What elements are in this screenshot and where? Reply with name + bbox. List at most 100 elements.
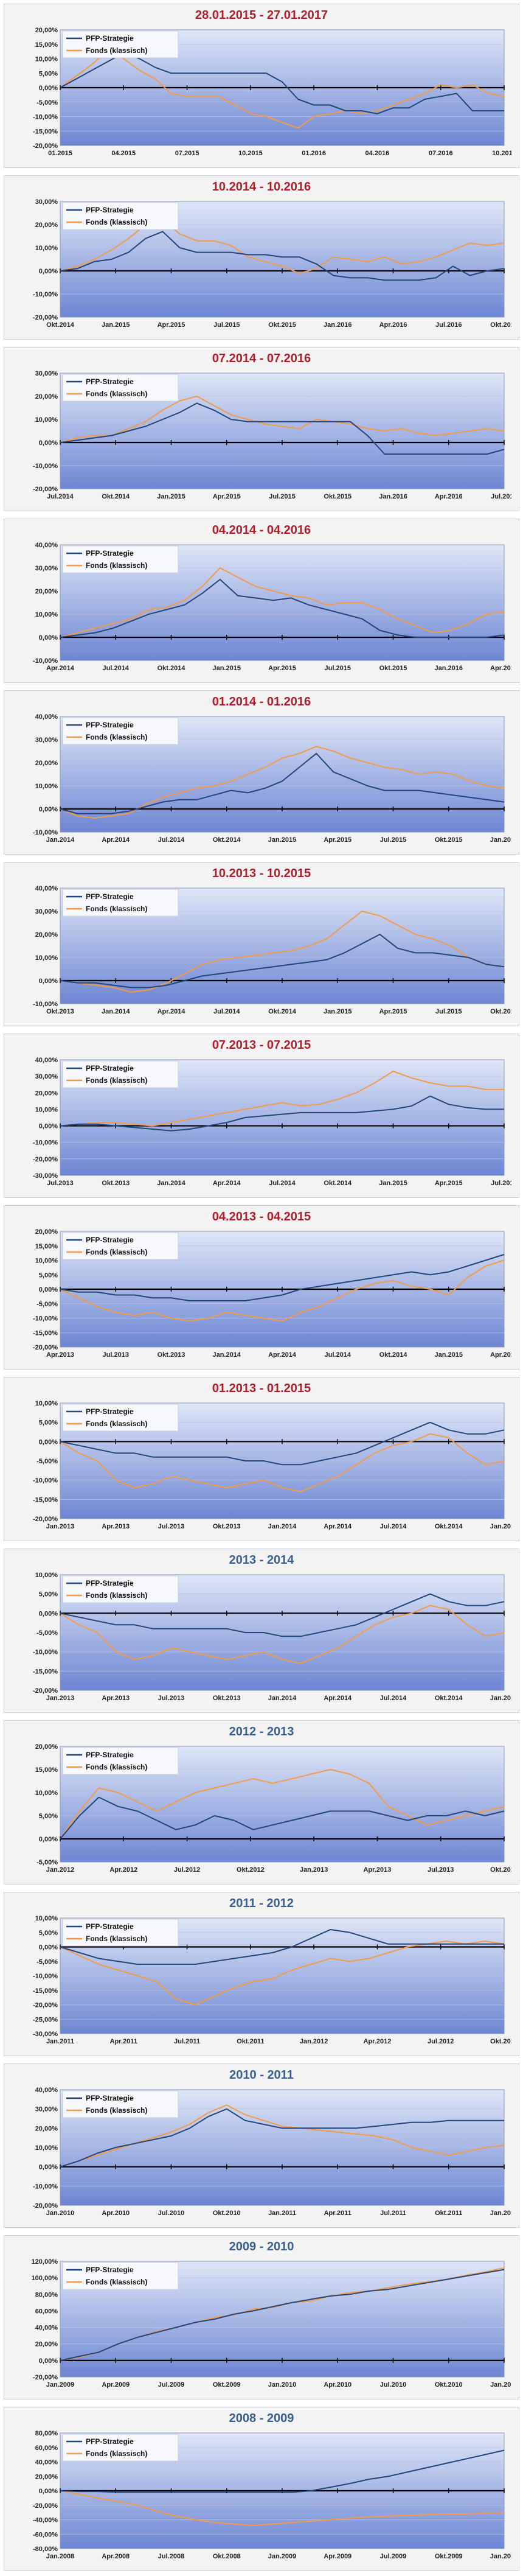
series-line-fonds-klassisch [60, 1769, 505, 1839]
legend-label: Fonds (klassisch) [86, 46, 147, 55]
y-tick-label: 20,00% [35, 931, 58, 939]
x-tick-label: Jul.2014 [47, 493, 74, 500]
chart-panel: 07.2014 - 07.2016 30,00% 20,00% 10,00% 0,00%… [4, 347, 519, 511]
chart-panel: 01.2014 - 01.2016 40,00% 30,00% 20,00% 10,00… [4, 690, 519, 855]
chart-panel: 28.01.2015 - 27.01.2017 20,00% 15,00% 10,00… [4, 4, 519, 168]
legend-label: Fonds (klassisch) [86, 561, 147, 570]
y-tick-label: -20,00% [33, 142, 58, 150]
x-tick-label: Okt.2014 [102, 493, 130, 500]
x-tick-label: Apr.2015 [324, 836, 352, 844]
x-tick-label: Okt.2013 [490, 1866, 511, 1874]
x-tick-label: 10.2015 [238, 150, 263, 157]
y-tick-label: 20,00% [35, 588, 58, 595]
series-line-pfp-strategie [60, 1254, 505, 1301]
legend-label: PFP-Strategie [86, 2266, 134, 2274]
y-tick-label: 0,00% [39, 2488, 58, 2495]
x-tick-label: Jul.2013 [158, 1695, 184, 1702]
x-tick-label: 01.2015 [48, 150, 72, 157]
x-tick-label: Okt.2012 [237, 1866, 265, 1874]
legend-box [62, 202, 179, 230]
series-line-pfp-strategie [60, 1095, 504, 1132]
x-tick-label: Jul.2014 [380, 1695, 407, 1702]
legend-label: Fonds (klassisch) [86, 2278, 147, 2286]
series-line-pfp-strategie [60, 1796, 505, 1839]
y-tick-label: 15,00% [35, 1766, 58, 1774]
legend: PFP-Strategie Fonds (klassisch) [62, 374, 179, 402]
y-tick-label: 30,00% [35, 737, 58, 744]
x-tick-label: Jul.2009 [380, 2553, 406, 2560]
x-tick-label: Jan.2013 [46, 1695, 74, 1702]
x-tick-label: Okt.2009 [213, 2381, 241, 2389]
x-tick-label: Jan.2016 [379, 493, 407, 500]
y-tick-label: 10,00% [35, 1790, 58, 1797]
x-tick-label: Okt.2014 [268, 1008, 297, 1015]
y-tick-label: -30,00% [33, 2031, 58, 2038]
x-tick-label: Apr.2010 [102, 2210, 130, 2217]
line-chart: 40,00%30,00%20,00%10,00%0,00%-10,00%Jan.… [33, 713, 511, 844]
legend-box [62, 717, 179, 745]
x-tick-label: Okt.2014 [379, 1351, 408, 1359]
legend-label: PFP-Strategie [86, 2094, 134, 2102]
x-tick-label: Okt.2013 [213, 1695, 241, 1702]
x-tick-label: Jul.2012 [174, 1866, 200, 1874]
legend-label: Fonds (klassisch) [86, 1076, 147, 1085]
y-tick-label: 5,00% [39, 70, 58, 77]
legend-label: PFP-Strategie [86, 2437, 134, 2446]
y-tick-label: 40,00% [35, 542, 58, 549]
x-tick-label: Okt.2010 [213, 2210, 241, 2217]
series-line-fonds-klassisch [60, 1433, 505, 1493]
y-tick-label: -20,00% [33, 1344, 58, 1351]
chart-panel: 2011 - 2012 10,00% 5,00% 0,00% -5,00% -10,00%… [4, 1892, 519, 2056]
x-tick-label: Apr.2015 [158, 321, 185, 329]
legend-label: PFP-Strategie [86, 34, 134, 43]
legend-label: PFP-Strategie [86, 1407, 134, 1416]
x-tick-label: Jan.2011 [268, 2210, 296, 2217]
y-tick-label: -10,00% [33, 463, 58, 470]
legend-box [62, 2090, 179, 2118]
chart-title: 04.2014 - 04.2016 [212, 523, 311, 537]
y-tick-label: -5,00% [36, 1629, 58, 1637]
y-tick-label: 10,00% [35, 1915, 58, 1922]
x-tick-label: Okt.2008 [213, 2553, 241, 2560]
x-tick-label: Okt.2012 [490, 2038, 511, 2045]
legend: PFP-Strategie Fonds (klassisch) [62, 1060, 179, 1088]
x-tick-label: Jul.2014 [158, 836, 185, 844]
y-tick-label: 5,00% [39, 1591, 58, 1598]
chart-panel: 2009 - 2010 120,00% 100,00% 80,00% 60,00% 40,… [4, 2235, 519, 2399]
x-tick-label: Jan.2015 [102, 321, 130, 329]
chart-panel: 04.2013 - 04.2015 20,00% 15,00% 10,00% 5,00%… [4, 1205, 519, 1370]
x-tick-label: Jan.2015 [213, 665, 241, 672]
x-tick-label: Jan.2014 [102, 1008, 130, 1015]
x-tick-label: Okt.2015 [324, 493, 352, 500]
legend-label: PFP-Strategie [86, 206, 134, 214]
x-tick-label: Jan.2008 [46, 2553, 74, 2560]
y-tick-label: 10,00% [35, 954, 58, 962]
y-tick-label: 15,00% [35, 41, 58, 49]
x-tick-label: Apr.2013 [46, 1351, 74, 1359]
x-tick-label: Jul.2016 [491, 493, 511, 500]
legend-box [62, 1919, 179, 1947]
y-tick-label: 40,00% [35, 713, 58, 721]
y-tick-label: 0,00% [39, 1836, 58, 1843]
line-chart: 40,00% 30,00% 20,00% 10,00% 0,00% -10,00% -20,… [33, 1057, 511, 1187]
chart-panel: 2010 - 2011 40,00% 30,00% 20,00% 10,00% 0,00%… [4, 2063, 519, 2228]
y-tick-label: -80,00% [33, 2546, 58, 2553]
legend-label: PFP-Strategie [86, 1064, 134, 1073]
y-tick-label: 10,00% [35, 1572, 58, 1579]
y-tick-label: -20,00% [33, 1687, 58, 1695]
x-tick-label: Jul.2011 [174, 2038, 200, 2045]
x-tick-label: Okt.2009 [435, 2553, 463, 2560]
x-tick-label: Apr.2015 [379, 1008, 407, 1015]
y-tick-label: -10,00% [33, 291, 58, 298]
x-tick-label: Okt.2014 [158, 665, 186, 672]
legend-label: Fonds (klassisch) [86, 2106, 147, 2115]
y-tick-label: 40,00% [35, 2325, 58, 2332]
y-tick-label: -10,00% [33, 1477, 58, 1485]
y-tick-label: -10,00% [33, 2183, 58, 2190]
series-line-pfp-strategie [60, 1593, 505, 1637]
x-tick-label: Jan.2010 [46, 2210, 74, 2217]
x-tick-label: Apr.2011 [110, 2038, 137, 2045]
chart-title: 01.2013 - 01.2015 [212, 1382, 311, 1395]
x-tick-label: Jul.2013 [158, 1523, 184, 1530]
x-tick-label: Jul.2013 [103, 1351, 129, 1359]
